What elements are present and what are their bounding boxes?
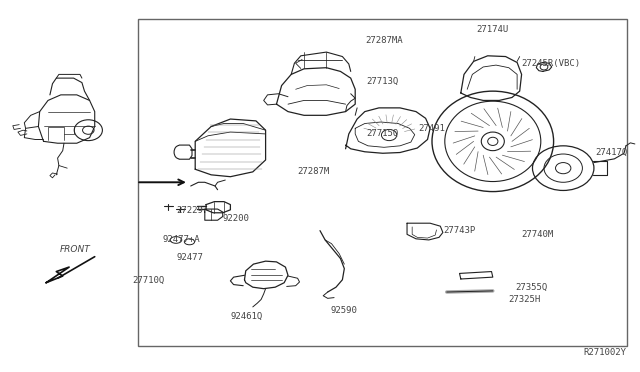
Text: R271002Y: R271002Y	[583, 348, 626, 357]
Text: FRONT: FRONT	[60, 245, 91, 254]
Text: 92477: 92477	[176, 253, 203, 262]
Text: 92477+A: 92477+A	[163, 235, 200, 244]
Text: 27491: 27491	[419, 124, 445, 133]
Text: 27174U: 27174U	[477, 25, 509, 34]
Text: 27715Q: 27715Q	[367, 129, 399, 138]
Text: 27245R(VBC): 27245R(VBC)	[521, 59, 580, 68]
Text: 27417Q: 27417Q	[595, 148, 627, 157]
Text: 27287MA: 27287MA	[365, 36, 403, 45]
Text: 92590: 92590	[330, 306, 357, 315]
Text: 27287M: 27287M	[298, 167, 330, 176]
Text: 27743P: 27743P	[444, 226, 476, 235]
Text: 27713Q: 27713Q	[367, 77, 399, 86]
Text: 27740M: 27740M	[522, 230, 554, 239]
Text: 27710Q: 27710Q	[132, 276, 164, 285]
Text: 92200: 92200	[222, 214, 249, 223]
Text: 27229: 27229	[176, 206, 203, 215]
Text: 27325H: 27325H	[509, 295, 541, 304]
Text: 92461Q: 92461Q	[230, 312, 262, 321]
Text: 27355Q: 27355Q	[515, 283, 547, 292]
Bar	[138, 19, 627, 346]
